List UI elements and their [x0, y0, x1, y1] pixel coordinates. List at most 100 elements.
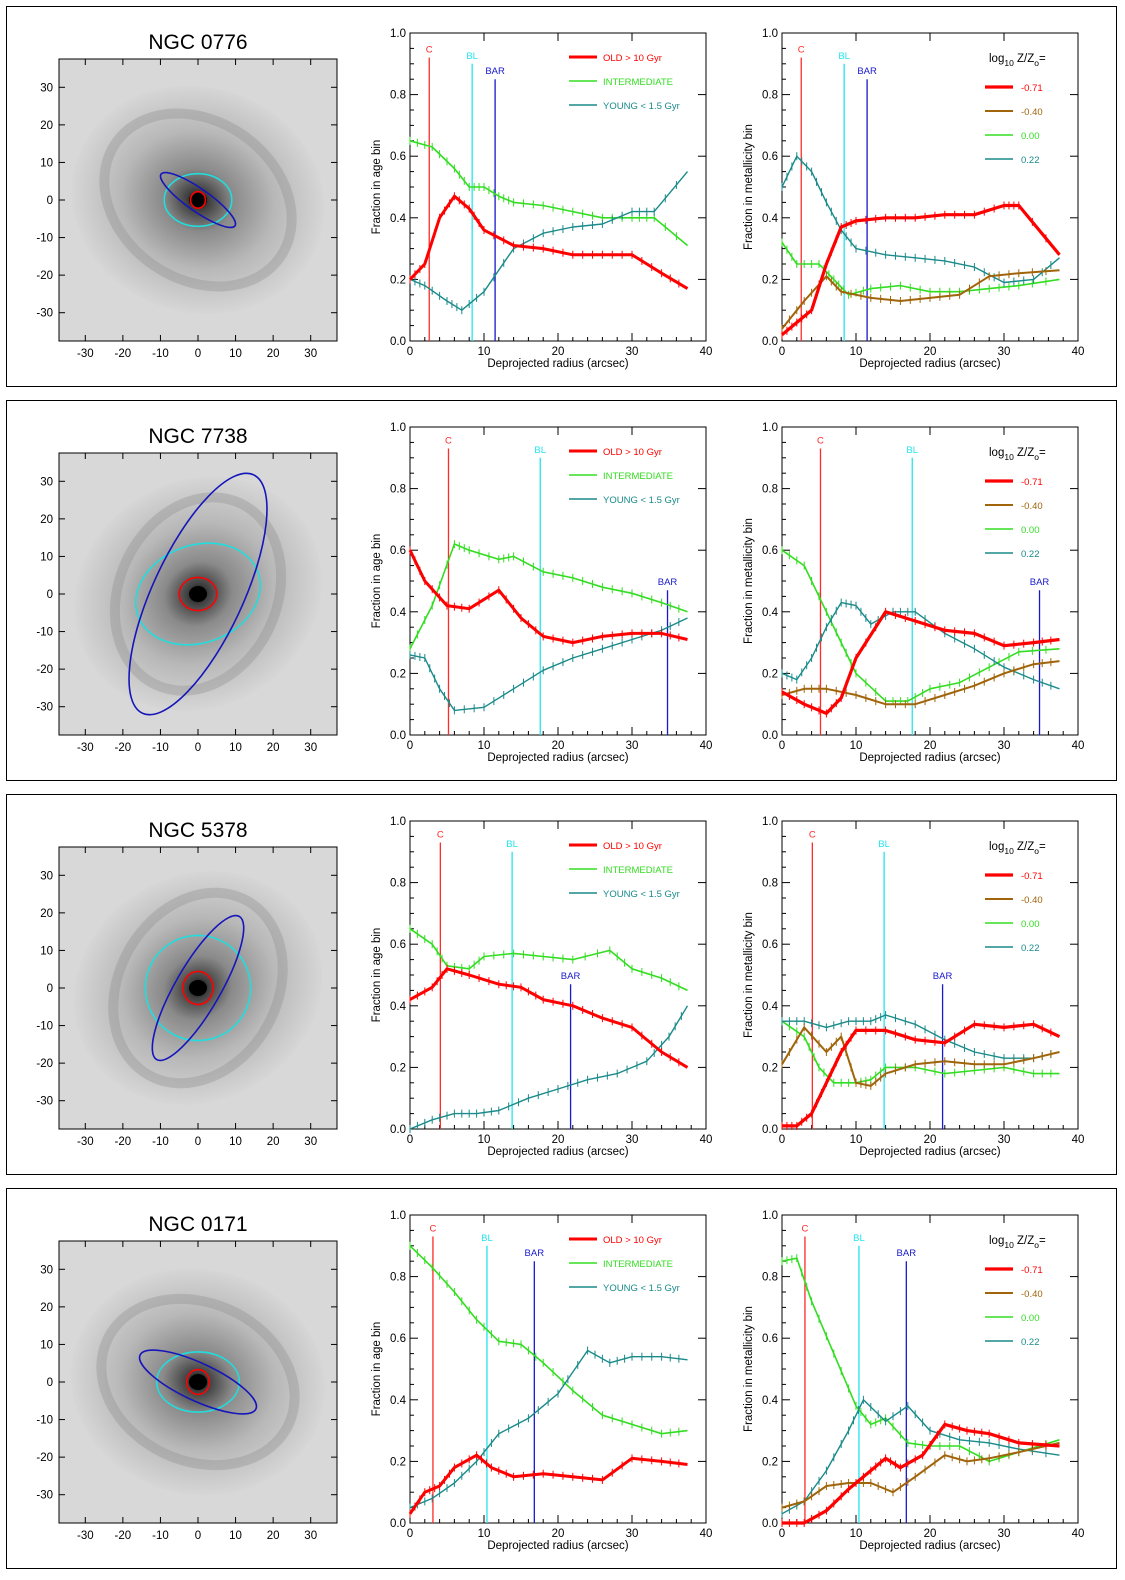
x-tick-label: 10 — [229, 348, 242, 360]
x-tick-label: 10 — [229, 1136, 242, 1148]
met-legend-title-part: log — [989, 1235, 1004, 1247]
x-tick-label: -10 — [152, 1530, 169, 1542]
x-tick-label: 30 — [304, 742, 317, 754]
y-tick-label: -20 — [36, 1452, 53, 1464]
y-tick-label: 0.2 — [390, 1456, 406, 1468]
intermediate-series — [409, 1245, 688, 1435]
y-axis-label: Fraction in metallicity bin — [743, 912, 755, 1038]
met-legend-title-part: log — [989, 841, 1004, 853]
x-tick-label: 0 — [407, 1134, 413, 1146]
met-m071-series — [781, 610, 1060, 715]
y-tick-label: -10 — [36, 233, 53, 245]
y-tick-label: 10 — [40, 1339, 53, 1351]
bar-ellipse — [159, 171, 237, 229]
spiral-arm-ring — [109, 492, 287, 696]
met-legend-title-part: = — [1039, 841, 1046, 853]
intermediate-series — [409, 543, 688, 650]
x-tick-label: 20 — [267, 1530, 280, 1542]
y-tick-label: 0.4 — [762, 1001, 779, 1013]
galaxy-name: NGC 0776 — [148, 31, 247, 54]
x-tick-label: 30 — [304, 1530, 317, 1542]
met-m071-series — [780, 203, 1061, 337]
legend-label: INTERMEDIATE — [603, 471, 673, 482]
legend-label: YOUNG < 1.5 Gyr — [603, 495, 680, 506]
c-radius-label: C — [437, 830, 444, 841]
x-tick-label: 30 — [998, 740, 1011, 752]
c-radius-label: C — [802, 1224, 809, 1235]
intermediate-series — [409, 140, 689, 247]
y-tick-label: 0.2 — [762, 668, 778, 680]
x-tick-label: 10 — [229, 1530, 242, 1542]
x-tick-label: 0 — [779, 740, 785, 752]
x-tick-label: 40 — [700, 1134, 713, 1146]
y-tick-label: -10 — [36, 1021, 53, 1033]
met-000-series — [781, 1257, 1060, 1463]
y-axis-label: Fraction in metallicity bin — [743, 1306, 755, 1432]
y-tick-label: 0.2 — [390, 668, 406, 680]
y-tick-label: 10 — [40, 945, 53, 957]
y-tick-label: 0 — [47, 1377, 53, 1389]
x-tick-label: 0 — [407, 1528, 413, 1540]
y-tick-label: 0.2 — [762, 1456, 778, 1468]
x-tick-label: 10 — [850, 1134, 863, 1146]
legend-label: OLD > 10 Gyr — [603, 53, 662, 64]
x-tick-label: 10 — [478, 740, 491, 752]
x-tick-label: 40 — [700, 1528, 713, 1540]
x-tick-label: -20 — [115, 742, 132, 754]
x-tick-label: 40 — [1072, 346, 1085, 358]
y-tick-label: 1.0 — [762, 422, 778, 434]
y-tick-label: 0.8 — [390, 1272, 406, 1284]
c-ellipse — [178, 576, 218, 612]
galaxy-nucleus — [189, 1374, 207, 1390]
x-tick-label: 20 — [552, 1528, 565, 1540]
y-tick-label: 0.0 — [390, 1518, 406, 1530]
met-legend-label: 0.22 — [1021, 1337, 1040, 1348]
x-tick-label: 30 — [998, 1134, 1011, 1146]
bl-radius-label: BL — [838, 51, 850, 62]
met-legend-title-part: o — [1034, 1240, 1039, 1250]
met-022-series — [781, 1399, 1060, 1515]
x-tick-label: 20 — [552, 1134, 565, 1146]
x-tick-label: 30 — [626, 1134, 639, 1146]
y-tick-label: 0.0 — [390, 730, 406, 742]
y-tick-label: 0.8 — [762, 1272, 778, 1284]
y-tick-label: -10 — [36, 627, 53, 639]
x-tick-label: 30 — [626, 740, 639, 752]
met-legend-label: 0.22 — [1021, 549, 1040, 560]
old-series — [408, 194, 689, 290]
x-tick-label: 0 — [779, 346, 785, 358]
legend-label: INTERMEDIATE — [603, 865, 673, 876]
galaxy-panel: -30 -30 -20 -20 -10 -10 0 0 10 10 20 20 30 30 NGC 5378… — [6, 794, 1117, 1175]
x-axis-label: Deprojected radius (arcsec) — [859, 358, 1000, 370]
y-tick-label: -20 — [36, 270, 53, 282]
x-tick-label: 30 — [998, 1528, 1011, 1540]
met-legend-label: -0.71 — [1021, 1265, 1043, 1276]
y-tick-label: 0 — [47, 983, 53, 995]
met-legend-label: 0.00 — [1021, 525, 1040, 536]
galaxy-panel: -30 -30 -20 -20 -10 -10 0 0 10 10 20 20 30 30 NGC 7738… — [6, 400, 1117, 781]
x-tick-label: 0 — [407, 740, 413, 752]
met-legend-label: 0.22 — [1021, 943, 1040, 954]
y-tick-label: 0.8 — [390, 90, 406, 102]
intermediate-series — [409, 928, 688, 992]
met-legend-label: -0.40 — [1021, 501, 1043, 512]
met-legend-label: 0.00 — [1021, 131, 1040, 142]
spiral-arm-ring — [96, 1293, 300, 1471]
x-axis-label: Deprojected radius (arcsec) — [859, 1146, 1000, 1158]
x-tick-label: -30 — [77, 348, 94, 360]
y-tick-label: 10 — [40, 551, 53, 563]
legend-label: YOUNG < 1.5 Gyr — [603, 101, 680, 112]
x-tick-label: 30 — [998, 346, 1011, 358]
met-legend-title-part: 10 — [1004, 58, 1014, 68]
young-series — [409, 1349, 688, 1509]
galaxy-name: NGC 7738 — [148, 425, 247, 448]
bl-radius-label: BL — [506, 839, 518, 850]
met-legend-label: -0.71 — [1021, 477, 1043, 488]
x-tick-label: 20 — [552, 346, 565, 358]
x-tick-label: 20 — [924, 346, 937, 358]
bl-ellipse — [155, 1351, 241, 1413]
x-tick-label: 20 — [267, 1136, 280, 1148]
met-000-series — [781, 549, 1060, 702]
y-tick-label: 0.8 — [762, 878, 778, 890]
y-tick-label: 0.4 — [390, 1395, 407, 1407]
